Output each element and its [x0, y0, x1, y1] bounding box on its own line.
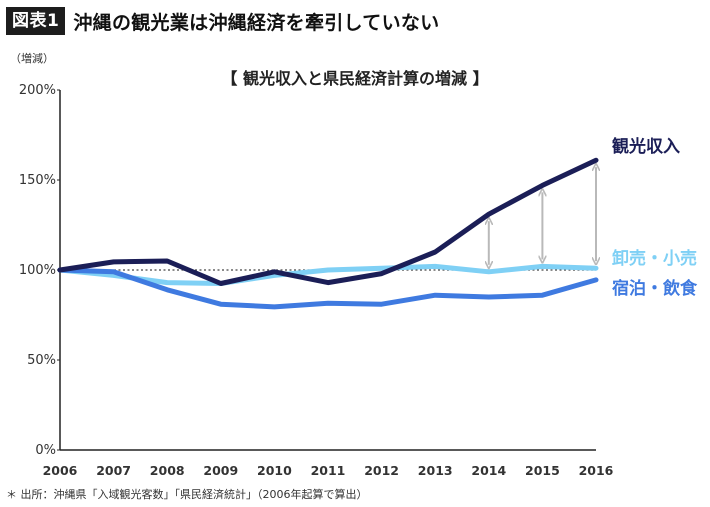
x-tick-label: 2016	[579, 463, 614, 478]
y-tick-label: 150%	[19, 173, 56, 188]
series-line	[57, 267, 599, 310]
source-note: ＊ 出所：沖縄県「入域観光客数」「県民経済統計」（2006年起算で算出）	[6, 488, 368, 501]
y-tick-label: 200%	[19, 83, 56, 98]
x-tick-label: 2009	[203, 463, 238, 478]
x-tick-label: 2007	[96, 463, 131, 478]
y-tick-label: 50%	[27, 353, 56, 368]
y-tick-label: 100%	[19, 263, 56, 278]
x-tick-label: 2012	[364, 463, 399, 478]
series-line	[57, 263, 599, 286]
x-tick-label: 2013	[418, 463, 453, 478]
x-tick-label: 2014	[471, 463, 506, 478]
x-tick-label: 2011	[311, 463, 346, 478]
x-tick-label: 2010	[257, 463, 292, 478]
series-label: 宿泊・飲食	[612, 278, 698, 299]
y-tick-label: 0%	[35, 443, 56, 458]
figure-title: 沖縄の観光業は沖縄経済を牽引していない	[73, 11, 440, 34]
series-lines	[57, 157, 599, 310]
chart-title: 【 観光収入と県民経済計算の増減 】	[221, 69, 488, 88]
figure-badge: 図表1	[6, 7, 66, 35]
figure-header: 図表1 沖縄の観光業は沖縄経済を牽引していない	[6, 5, 439, 37]
series-line	[57, 157, 599, 286]
series-label: 卸売・小売	[612, 248, 697, 269]
x-tick-label: 2006	[43, 463, 78, 478]
gap-arrows	[489, 167, 596, 265]
y-axis-unit-label: （増減）	[10, 51, 54, 65]
series-label: 観光収入	[612, 136, 680, 157]
x-tick-label: 2015	[525, 463, 560, 478]
x-tick-label: 2008	[150, 463, 185, 478]
